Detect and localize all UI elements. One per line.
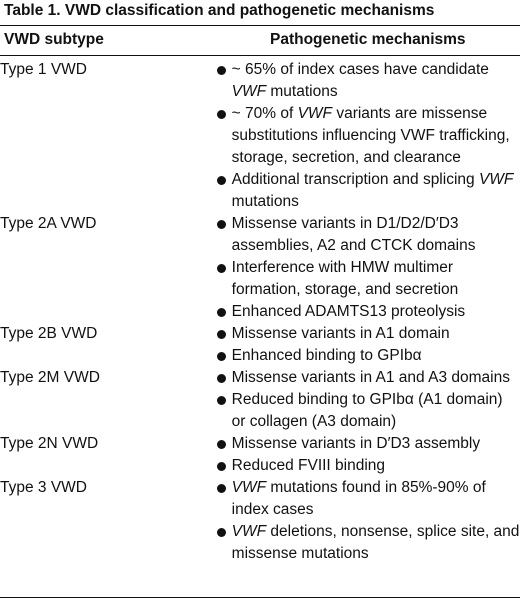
- mechanisms-cell: Missense variants in D1/D2/D′D3 assembli…: [216, 213, 520, 323]
- table-body: Type 1 VWD ~ 65% of index cases have cand…: [0, 59, 520, 565]
- bullet-text: Reduced binding to GPIbα (A1 domain) or …: [231, 391, 503, 430]
- mechanism-bullet: Reduced binding to GPIbα (A1 domain) or …: [216, 389, 520, 433]
- subtype-cell: Type 2A VWD: [0, 215, 97, 232]
- bullet-dot-icon: [216, 220, 226, 229]
- classification-table: Type 1 VWD ~ 65% of index cases have cand…: [0, 59, 520, 565]
- bullet-dot-icon: [216, 330, 226, 339]
- bullet-dot-icon: [216, 396, 226, 405]
- bullet-dot-icon: [216, 528, 226, 537]
- bullet-text: Missense variants in A1 domain: [231, 325, 450, 342]
- bullet-dot-icon: [216, 176, 226, 185]
- table-row: Type 2B VWD Missense variants in A1 domai…: [0, 323, 520, 367]
- mechanism-bullet: Interference with HMW multimer formation…: [216, 257, 520, 301]
- mechanism-bullet: VWF deletions, nonsense, splice site, an…: [216, 521, 520, 565]
- subtype-cell: Type 2N VWD: [0, 435, 99, 452]
- mechanism-bullet: ~ 65% of index cases have candidate VWF …: [216, 59, 520, 103]
- bullet-text: Enhanced binding to GPIbα: [231, 347, 422, 364]
- mechanisms-cell: VWF mutations found in 85%-90% of index …: [216, 477, 520, 565]
- bullet-dot-icon: [216, 66, 226, 75]
- bullet-dot-icon: [216, 440, 226, 449]
- mechanism-bullet: Missense variants in D1/D2/D′D3 assembli…: [216, 213, 520, 257]
- mechanism-bullet: Missense variants in A1 domain: [216, 323, 520, 345]
- subtype-cell: Type 3 VWD: [0, 479, 87, 496]
- bullet-text: Missense variants in A1 and A3 domains: [231, 369, 510, 386]
- bullet-text: mutations: [231, 193, 299, 210]
- bullet-dot-icon: [216, 462, 226, 471]
- bullet-text: Additional transcription and splicing: [231, 171, 479, 188]
- bullet-text: Reduced FVIII binding: [231, 457, 386, 474]
- mechanism-bullet: ~ 70% of VWF variants are missense subst…: [216, 103, 520, 169]
- mechanism-bullet: Missense variants in A1 and A3 domains: [216, 367, 520, 389]
- gene-name-italic: VWF: [231, 83, 267, 100]
- bullet-text: mutations: [266, 83, 338, 100]
- bullet-dot-icon: [216, 374, 226, 383]
- mechanisms-cell: Missense variants in A1 domain Enhanced b…: [216, 323, 520, 367]
- bullet-text: deletions, nonsense, splice site, and mi…: [231, 523, 520, 562]
- bullet-text: Missense variants in D′D3 assembly: [231, 435, 481, 452]
- mechanism-bullet: Enhanced ADAMTS13 proteolysis: [216, 301, 520, 323]
- subtype-cell: Type 2B VWD: [0, 325, 98, 342]
- mechanism-bullet: Missense variants in D′D3 assembly: [216, 433, 520, 455]
- subtype-cell: Type 1 VWD: [0, 61, 87, 78]
- header-mechanisms: Pathogenetic mechanisms: [270, 31, 466, 48]
- table-row: Type 1 VWD ~ 65% of index cases have cand…: [0, 59, 520, 213]
- bottom-rule: [0, 597, 520, 598]
- bullet-text: Interference with HMW multimer formation…: [231, 259, 459, 298]
- gene-name-italic: VWF: [231, 523, 267, 540]
- mechanisms-cell: ~ 65% of index cases have candidate VWF …: [216, 59, 520, 213]
- mechanism-bullet: VWF mutations found in 85%-90% of index …: [216, 477, 520, 521]
- bullet-dot-icon: [216, 484, 226, 493]
- table-row: Type 2N VWD Missense variants in D′D3 ass…: [0, 433, 520, 477]
- gene-name-italic: VWF: [478, 171, 514, 188]
- table-caption: Table 1. VWD classification and pathogen…: [4, 2, 435, 19]
- mechanism-bullet: Reduced FVIII binding: [216, 455, 520, 477]
- bullet-dot-icon: [216, 110, 226, 119]
- bullet-text: mutations found in 85%-90% of index case…: [231, 479, 486, 518]
- bullet-dot-icon: [216, 308, 226, 317]
- header-subtype: VWD subtype: [4, 31, 104, 48]
- table-row: Type 2A VWD Missense variants in D1/D2/D′…: [0, 213, 520, 323]
- mechanisms-cell: Missense variants in A1 and A3 domains Re…: [216, 367, 520, 433]
- bullet-text: Missense variants in D1/D2/D′D3 assembli…: [231, 215, 476, 254]
- mechanism-bullet: Enhanced binding to GPIbα: [216, 345, 520, 367]
- mechanisms-cell: Missense variants in D′D3 assembly Reduce…: [216, 433, 520, 477]
- mechanism-bullet: Additional transcription and splicing VW…: [216, 169, 520, 213]
- bullet-dot-icon: [216, 352, 226, 361]
- bullet-dot-icon: [216, 264, 226, 273]
- table-row: Type 3 VWD VWF mutations found in 85%-90%…: [0, 477, 520, 565]
- gene-name-italic: VWF: [297, 105, 333, 122]
- subtype-cell: Type 2M VWD: [0, 369, 100, 386]
- header-rule: [0, 55, 520, 56]
- table-row: Type 2M VWD Missense variants in A1 and A…: [0, 367, 520, 433]
- bullet-text: ~ 65% of index cases have candidate: [231, 61, 489, 78]
- top-rule: [0, 25, 520, 26]
- gene-name-italic: VWF: [231, 479, 267, 496]
- bullet-text: ~ 70% of: [231, 105, 298, 122]
- bullet-text: variants are missense substitutions infl…: [231, 105, 510, 166]
- bullet-text: Enhanced ADAMTS13 proteolysis: [231, 303, 466, 320]
